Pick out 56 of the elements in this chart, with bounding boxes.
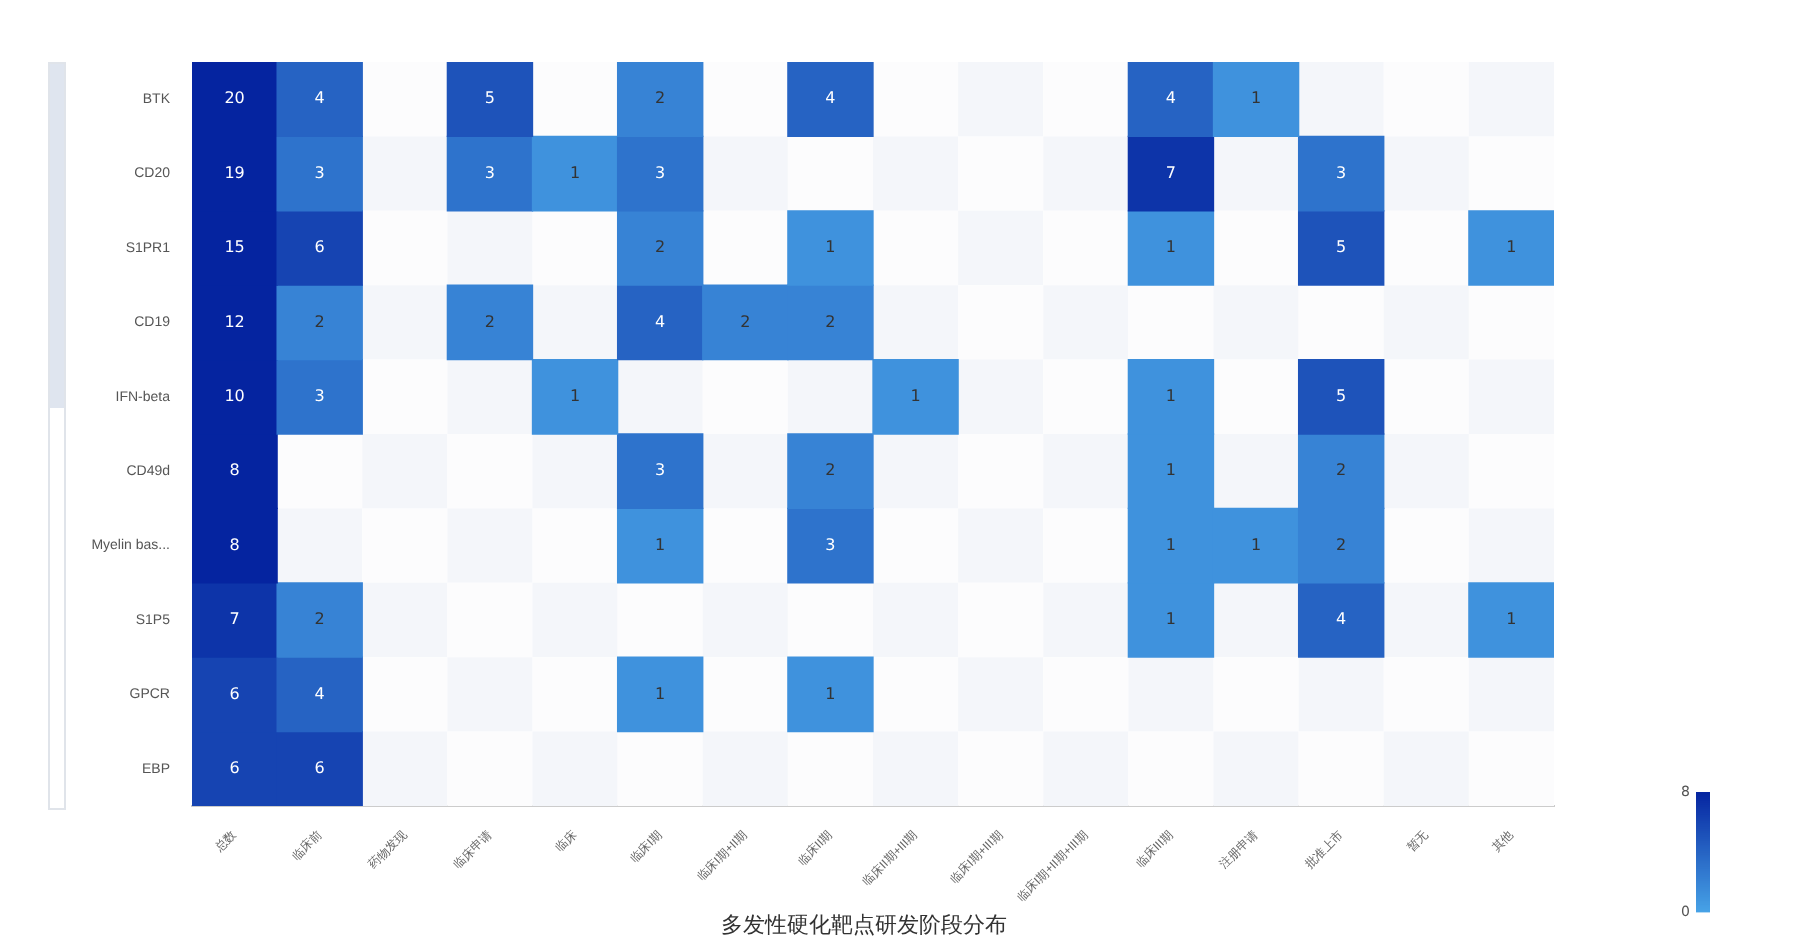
data-label: 1	[825, 684, 836, 703]
data-label: 6	[229, 684, 240, 703]
data-label: 12	[224, 312, 245, 331]
data-label: 3	[484, 163, 496, 182]
data-label: 1	[1165, 461, 1177, 480]
data-label: 7	[229, 610, 240, 629]
data-label: 2	[1336, 461, 1347, 480]
data-label: 19	[224, 163, 245, 182]
data-label: 3	[314, 386, 325, 405]
data-label: 1	[1250, 89, 1262, 108]
data-label: 3	[655, 461, 666, 480]
data-label: 1	[1506, 238, 1517, 257]
data-label: 5	[484, 89, 496, 108]
data-label: 3	[655, 163, 666, 182]
data-label: 1	[1506, 610, 1517, 629]
data-label: 4	[314, 89, 325, 108]
data-label: 2	[1336, 535, 1347, 554]
data-label: 3	[314, 163, 325, 182]
data-label: 8	[229, 535, 240, 554]
data-label: 5	[1336, 386, 1347, 405]
data-label: 2	[484, 312, 496, 331]
data-label: 1	[569, 163, 581, 182]
data-label: 6	[314, 758, 325, 777]
data-label: 1	[655, 684, 666, 703]
data-label: 1	[1165, 386, 1177, 405]
data-label: 15	[224, 238, 245, 257]
data-label: 1	[655, 535, 666, 554]
data-label: 3	[1336, 163, 1347, 182]
data-label: 2	[825, 461, 836, 480]
data-label: 20	[224, 89, 245, 108]
data-label: 1	[825, 238, 836, 257]
data-label: 2	[314, 312, 325, 331]
data-label: 1	[569, 386, 581, 405]
data-label: 1	[1250, 535, 1262, 554]
data-label: 4	[1336, 610, 1347, 629]
data-label: 3	[825, 535, 836, 554]
data-label: 10	[224, 386, 245, 405]
data-label: 2	[314, 610, 325, 629]
data-label: 8	[229, 461, 240, 480]
data-label: 1	[910, 386, 921, 405]
data-label: 4	[314, 684, 325, 703]
data-label: 1	[1165, 238, 1177, 257]
data-label: 2	[655, 238, 666, 257]
data-label: 6	[314, 238, 325, 257]
data-label: 2	[655, 89, 666, 108]
data-label: 4	[825, 89, 836, 108]
data-label: 5	[1336, 238, 1347, 257]
data-label: 1	[1165, 535, 1177, 554]
data-label: 2	[740, 312, 751, 331]
data-label: 6	[229, 758, 240, 777]
text: 多发性硬化靶点研发阶段分布	[721, 911, 1007, 938]
data-label: 1	[1165, 610, 1177, 629]
data-label: 2	[825, 312, 836, 331]
data-label: 7	[1165, 163, 1177, 182]
data-label: 4	[655, 312, 666, 331]
data-label: 4	[1165, 89, 1177, 108]
